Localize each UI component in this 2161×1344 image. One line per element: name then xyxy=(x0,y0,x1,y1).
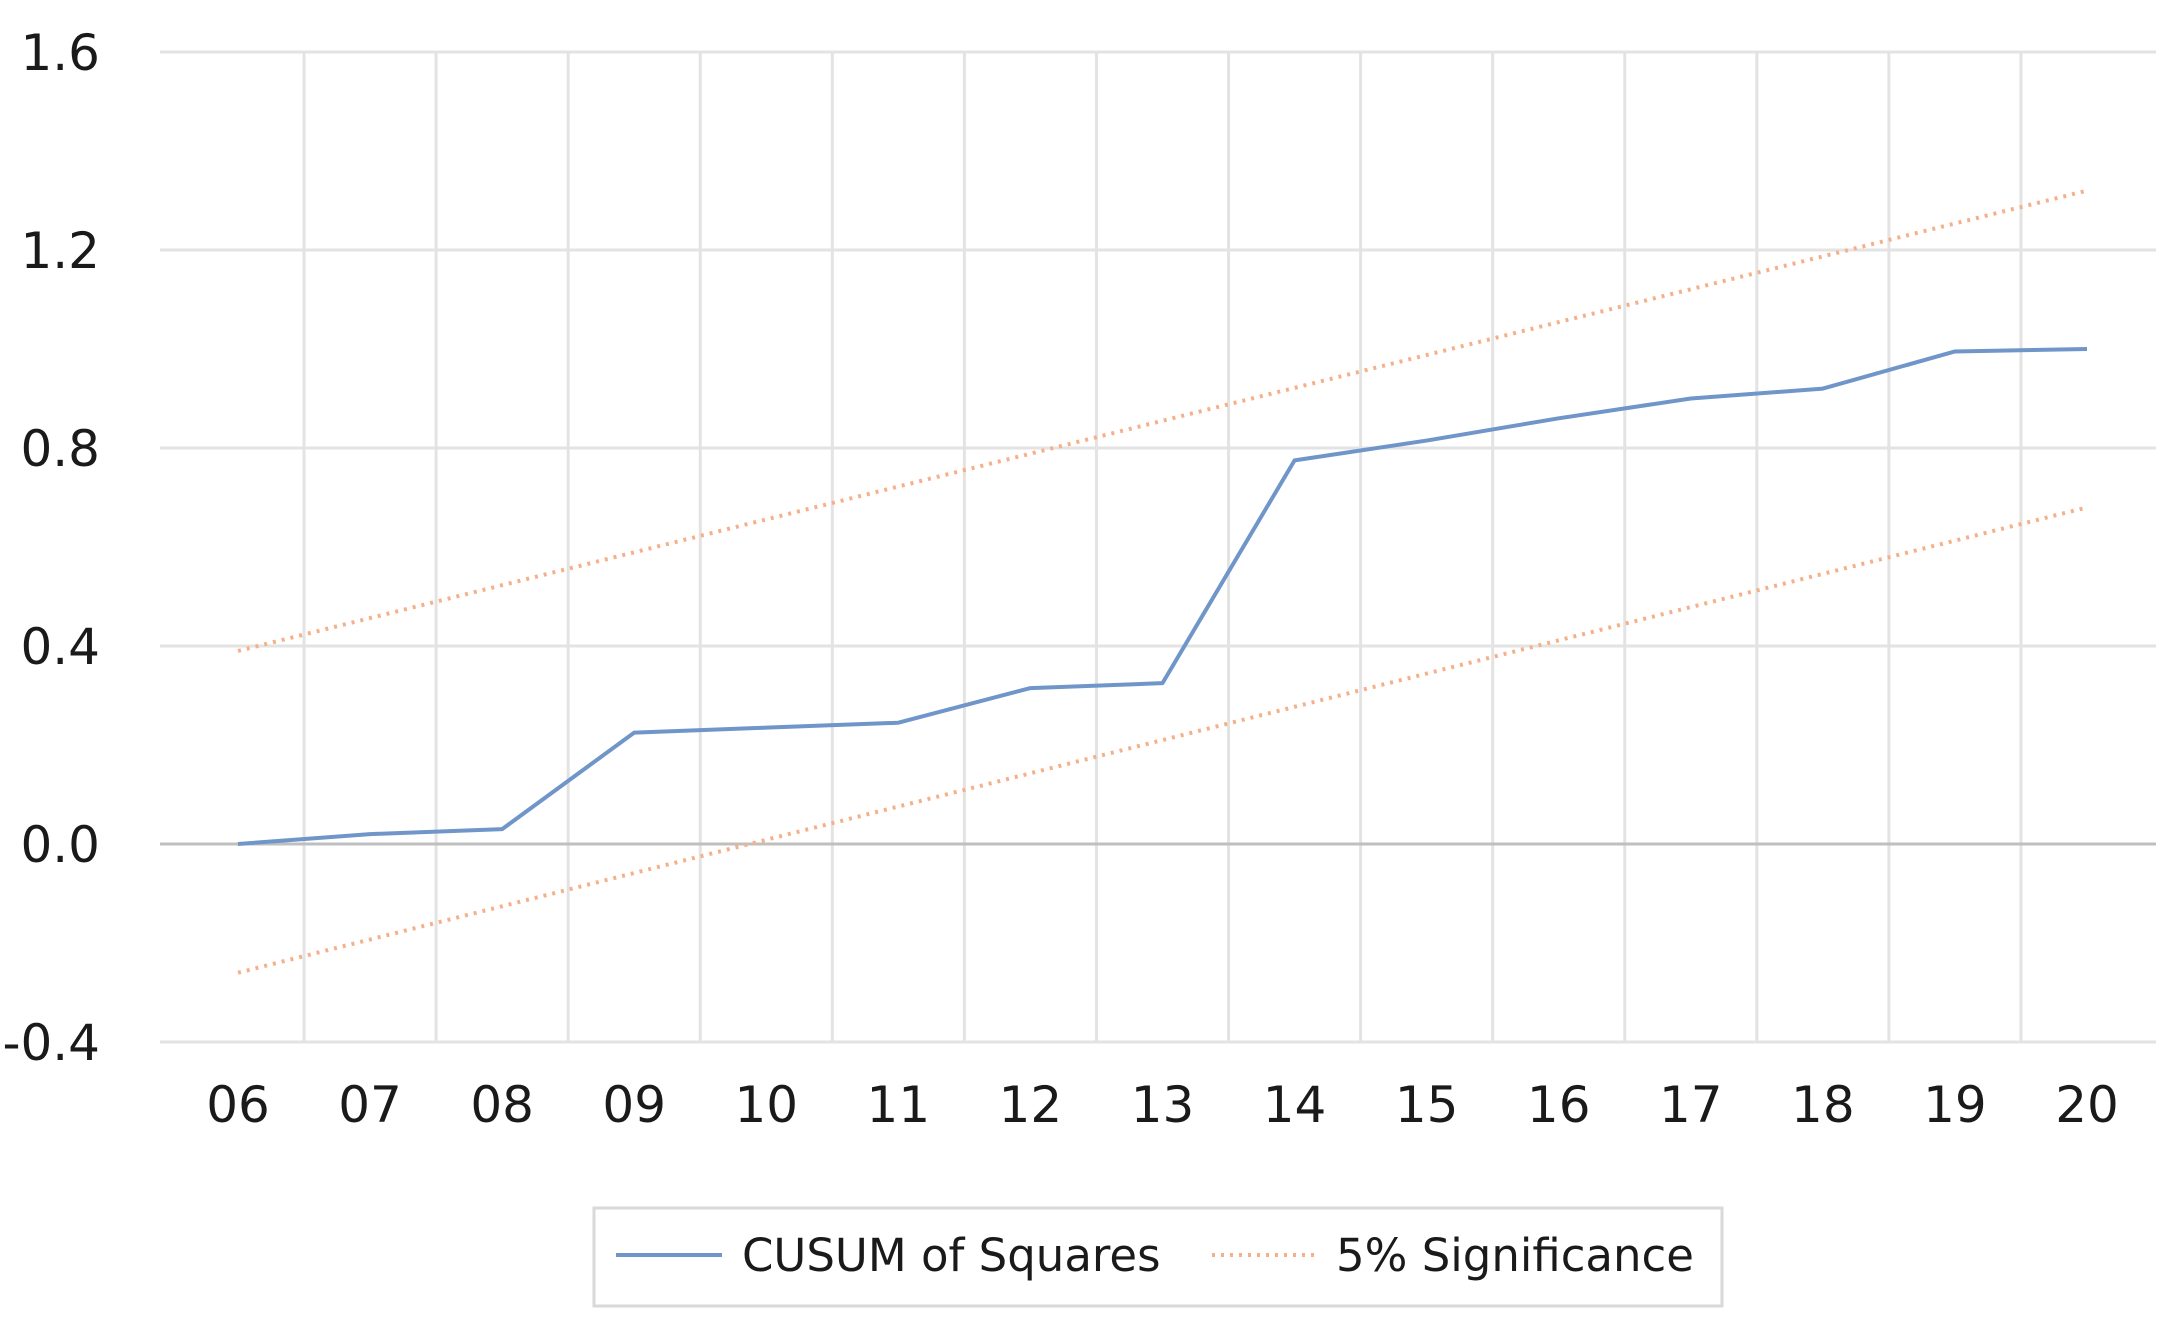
gridlines xyxy=(160,50,2156,1044)
legend: CUSUM of Squares 5% Significance xyxy=(592,1206,1724,1308)
y-tick-label: 0.4 xyxy=(20,618,100,676)
x-tick-label: 17 xyxy=(1659,1076,1723,1134)
x-tick-label: 06 xyxy=(206,1076,270,1134)
x-tick-label: 12 xyxy=(999,1076,1063,1134)
x-tick-label: 20 xyxy=(2055,1076,2119,1134)
x-tick-label: 19 xyxy=(1923,1076,1987,1134)
y-tick-label: -0.4 xyxy=(2,1014,100,1072)
significance-lower-bound xyxy=(237,505,2088,975)
x-axis-tick-labels: 06 07 08 09 10 11 12 13 14 15 16 17 18 19 20 xyxy=(206,1076,2119,1134)
y-tick-label: 0.0 xyxy=(20,816,100,874)
x-tick-label: 14 xyxy=(1263,1076,1327,1134)
x-tick-label: 13 xyxy=(1131,1076,1195,1134)
y-tick-label: 0.8 xyxy=(20,420,100,478)
y-tick-label: 1.6 xyxy=(20,24,100,82)
legend-label-cusum: CUSUM of Squares xyxy=(742,1229,1161,1282)
legend-label-significance: 5% Significance xyxy=(1336,1229,1694,1282)
y-tick-label: 1.2 xyxy=(20,222,100,280)
x-tick-label: 07 xyxy=(338,1076,402,1134)
x-tick-label: 10 xyxy=(734,1076,798,1134)
x-tick-label: 09 xyxy=(602,1076,666,1134)
x-tick-label: 11 xyxy=(867,1076,931,1134)
x-tick-label: 16 xyxy=(1527,1076,1591,1134)
legend-box xyxy=(592,1206,1724,1308)
x-tick-label: 15 xyxy=(1395,1076,1459,1134)
cusum-line xyxy=(237,347,2088,846)
series-lines xyxy=(237,188,2088,975)
significance-upper-bound xyxy=(237,188,2088,653)
x-tick-label: 18 xyxy=(1791,1076,1855,1134)
y-axis-tick-labels: 1.6 1.2 0.8 0.4 0.0 -0.4 xyxy=(2,24,100,1072)
x-tick-label: 08 xyxy=(470,1076,534,1134)
